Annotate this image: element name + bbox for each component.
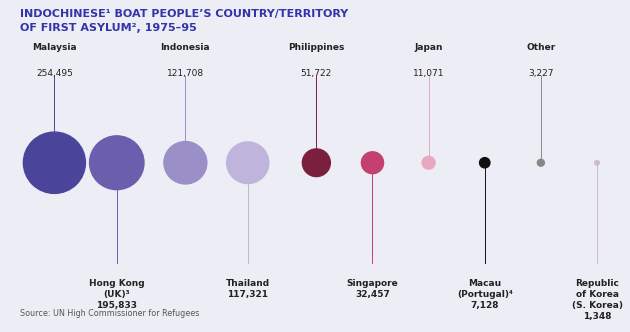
Ellipse shape — [23, 132, 86, 194]
Text: 51,722: 51,722 — [301, 69, 332, 78]
Text: Japan: Japan — [415, 43, 443, 52]
Ellipse shape — [595, 160, 599, 165]
Text: 3,227: 3,227 — [528, 69, 554, 78]
Ellipse shape — [302, 149, 330, 177]
Ellipse shape — [537, 159, 544, 166]
Text: Philippines: Philippines — [288, 43, 345, 52]
Text: Malaysia: Malaysia — [32, 43, 77, 52]
Text: Republic
of Korea
(S. Korea)
1,348: Republic of Korea (S. Korea) 1,348 — [571, 279, 622, 321]
Ellipse shape — [422, 156, 435, 169]
Text: 121,708: 121,708 — [167, 69, 204, 78]
Text: Hong Kong
(UK)³
195,833: Hong Kong (UK)³ 195,833 — [89, 279, 144, 310]
Text: INDOCHINESE¹ BOAT PEOPLE’S COUNTRY/TERRITORY
OF FIRST ASYLUM², 1975–95: INDOCHINESE¹ BOAT PEOPLE’S COUNTRY/TERRI… — [20, 9, 348, 34]
Text: 11,071: 11,071 — [413, 69, 444, 78]
Text: Thailand
117,321: Thailand 117,321 — [226, 279, 270, 299]
Ellipse shape — [164, 141, 207, 184]
Text: Singapore
32,457: Singapore 32,457 — [346, 279, 398, 299]
Ellipse shape — [227, 142, 269, 184]
Ellipse shape — [89, 136, 144, 190]
Ellipse shape — [479, 158, 490, 168]
Text: Other: Other — [526, 43, 556, 52]
Ellipse shape — [362, 152, 384, 174]
Text: Source: UN High Commissioner for Refugees: Source: UN High Commissioner for Refugee… — [20, 309, 200, 318]
Text: Indonesia: Indonesia — [161, 43, 210, 52]
Text: 254,495: 254,495 — [36, 69, 73, 78]
Text: Macau
(Portugal)⁴
7,128: Macau (Portugal)⁴ 7,128 — [457, 279, 513, 310]
